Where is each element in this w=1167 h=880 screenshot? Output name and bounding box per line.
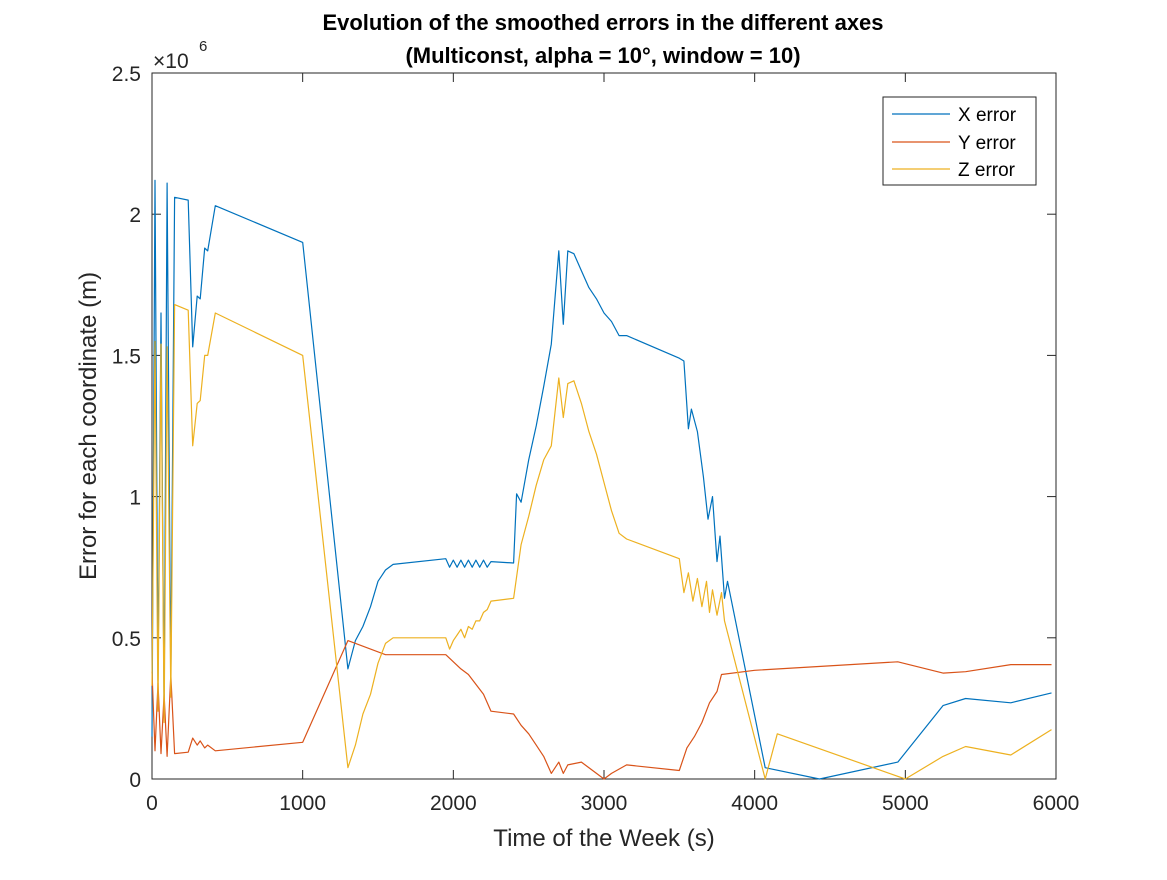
legend-label-z-error: Z error bbox=[958, 160, 1016, 181]
series-line-x-error bbox=[151, 179, 1052, 780]
chart-title-line-2: (Multiconst, alpha = 10°, window = 10) bbox=[405, 43, 800, 68]
y-tick-label: 1.5 bbox=[112, 345, 141, 368]
series-line-y-error bbox=[151, 639, 1052, 780]
y-exponent-label: ×10 6 bbox=[153, 38, 207, 73]
legend-entry-y: Y error bbox=[892, 133, 1016, 154]
legend-entry-z: Z error bbox=[892, 160, 1016, 181]
x-tick-label: 1000 bbox=[279, 792, 326, 815]
y-tick-label: 0 bbox=[129, 769, 141, 792]
legend-label-x-error: X error bbox=[958, 105, 1017, 126]
x-axis-ticks: 0 1000 2000 3000 4000 5000 6000 bbox=[146, 73, 1079, 815]
legend-label-y-error: Y error bbox=[958, 133, 1016, 154]
y-tick-label: 1 bbox=[129, 487, 141, 510]
y-axis-label: Error for each coordinate (m) bbox=[75, 272, 102, 580]
x-tick-label: 2000 bbox=[430, 792, 477, 815]
y-tick-label: 2 bbox=[129, 204, 141, 227]
x-tick-label: 4000 bbox=[731, 792, 778, 815]
x-axis-label: Time of the Week (s) bbox=[493, 825, 714, 852]
y-tick-label: 0.5 bbox=[112, 628, 141, 651]
series-lines bbox=[151, 179, 1052, 780]
chart-title-line-1: Evolution of the smoothed errors in the … bbox=[322, 10, 883, 35]
x-tick-label: 6000 bbox=[1033, 792, 1080, 815]
y-axis-ticks: 0 0.5 1 1.5 2 2.5 bbox=[112, 63, 1056, 792]
x-tick-label: 5000 bbox=[882, 792, 929, 815]
plot-area bbox=[151, 72, 1057, 780]
y-exponent-base: ×10 bbox=[153, 50, 189, 73]
y-tick-label: 2.5 bbox=[112, 63, 141, 86]
legend: X error Y error Z error bbox=[882, 96, 1037, 186]
x-tick-label: 3000 bbox=[581, 792, 628, 815]
legend-entry-x: X error bbox=[892, 105, 1017, 126]
legend-box bbox=[882, 96, 1037, 186]
y-exponent-power: 6 bbox=[199, 38, 207, 55]
series-line-z-error bbox=[151, 304, 1052, 780]
x-tick-label: 0 bbox=[146, 792, 158, 815]
